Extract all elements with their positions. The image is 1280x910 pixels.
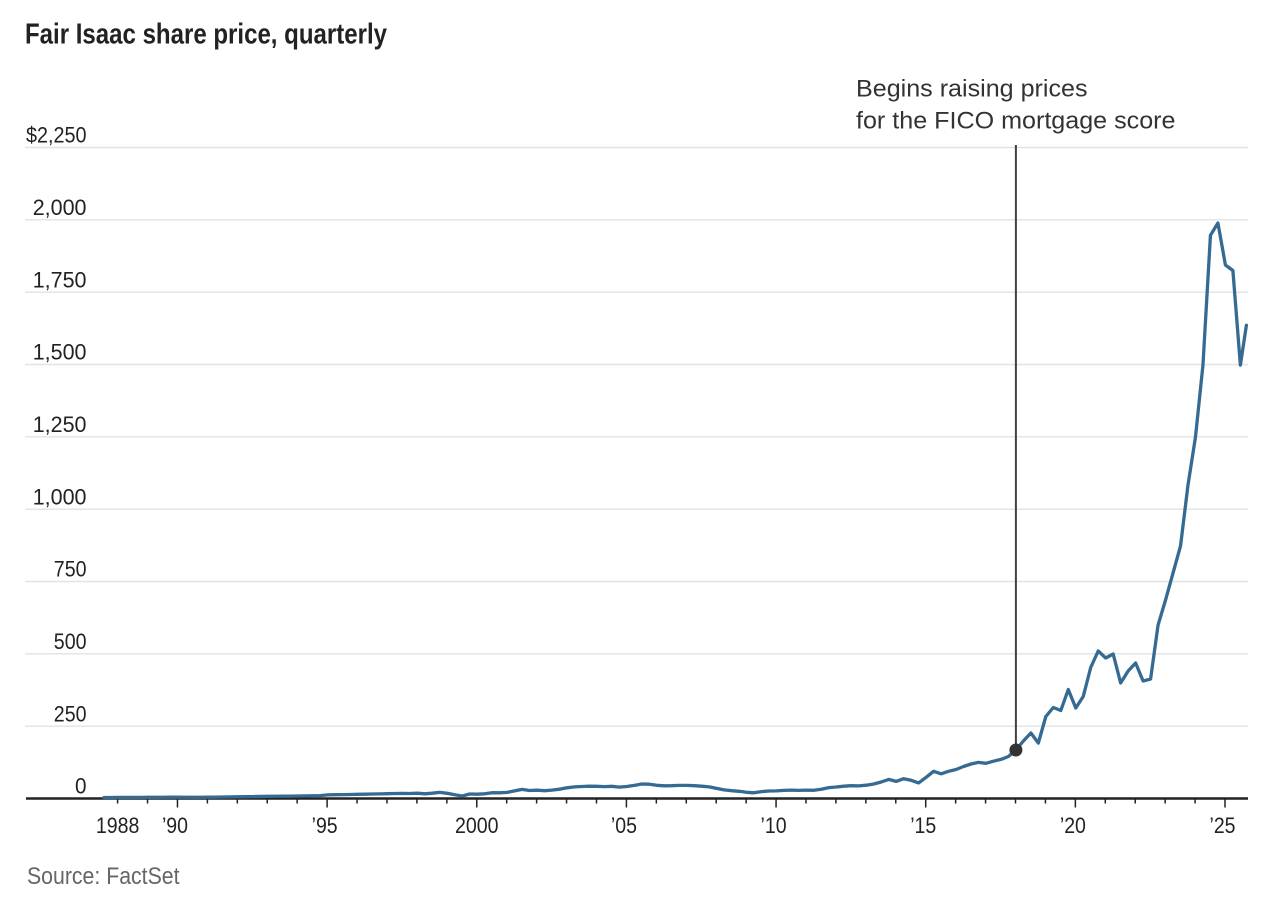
svg-text:250: 250 [54, 701, 87, 726]
svg-text:’10: ’10 [761, 813, 787, 838]
svg-text:Source: FactSet: Source: FactSet [27, 863, 180, 890]
svg-text:1,250: 1,250 [33, 412, 87, 437]
svg-text:’15: ’15 [910, 813, 936, 838]
svg-text:1988: 1988 [96, 813, 140, 838]
svg-text:’90: ’90 [162, 813, 188, 838]
svg-text:’20: ’20 [1060, 813, 1086, 838]
svg-text:1,000: 1,000 [33, 484, 87, 509]
svg-text:750: 750 [54, 557, 87, 582]
svg-text:for the FICO mortgage score: for the FICO mortgage score [856, 108, 1176, 135]
svg-text:$2,250: $2,250 [26, 123, 87, 148]
svg-text:2000: 2000 [455, 813, 499, 838]
svg-text:1,750: 1,750 [33, 267, 87, 292]
svg-text:2,000: 2,000 [33, 195, 87, 220]
svg-text:Fair Isaac share price, quarte: Fair Isaac share price, quarterly [25, 19, 387, 51]
svg-text:500: 500 [54, 629, 87, 654]
svg-text:Begins raising prices: Begins raising prices [856, 76, 1088, 103]
svg-text:’05: ’05 [611, 813, 637, 838]
svg-text:’25: ’25 [1210, 813, 1236, 838]
svg-text:1,500: 1,500 [33, 340, 87, 365]
svg-text:0: 0 [75, 774, 87, 799]
svg-text:’95: ’95 [312, 813, 338, 838]
